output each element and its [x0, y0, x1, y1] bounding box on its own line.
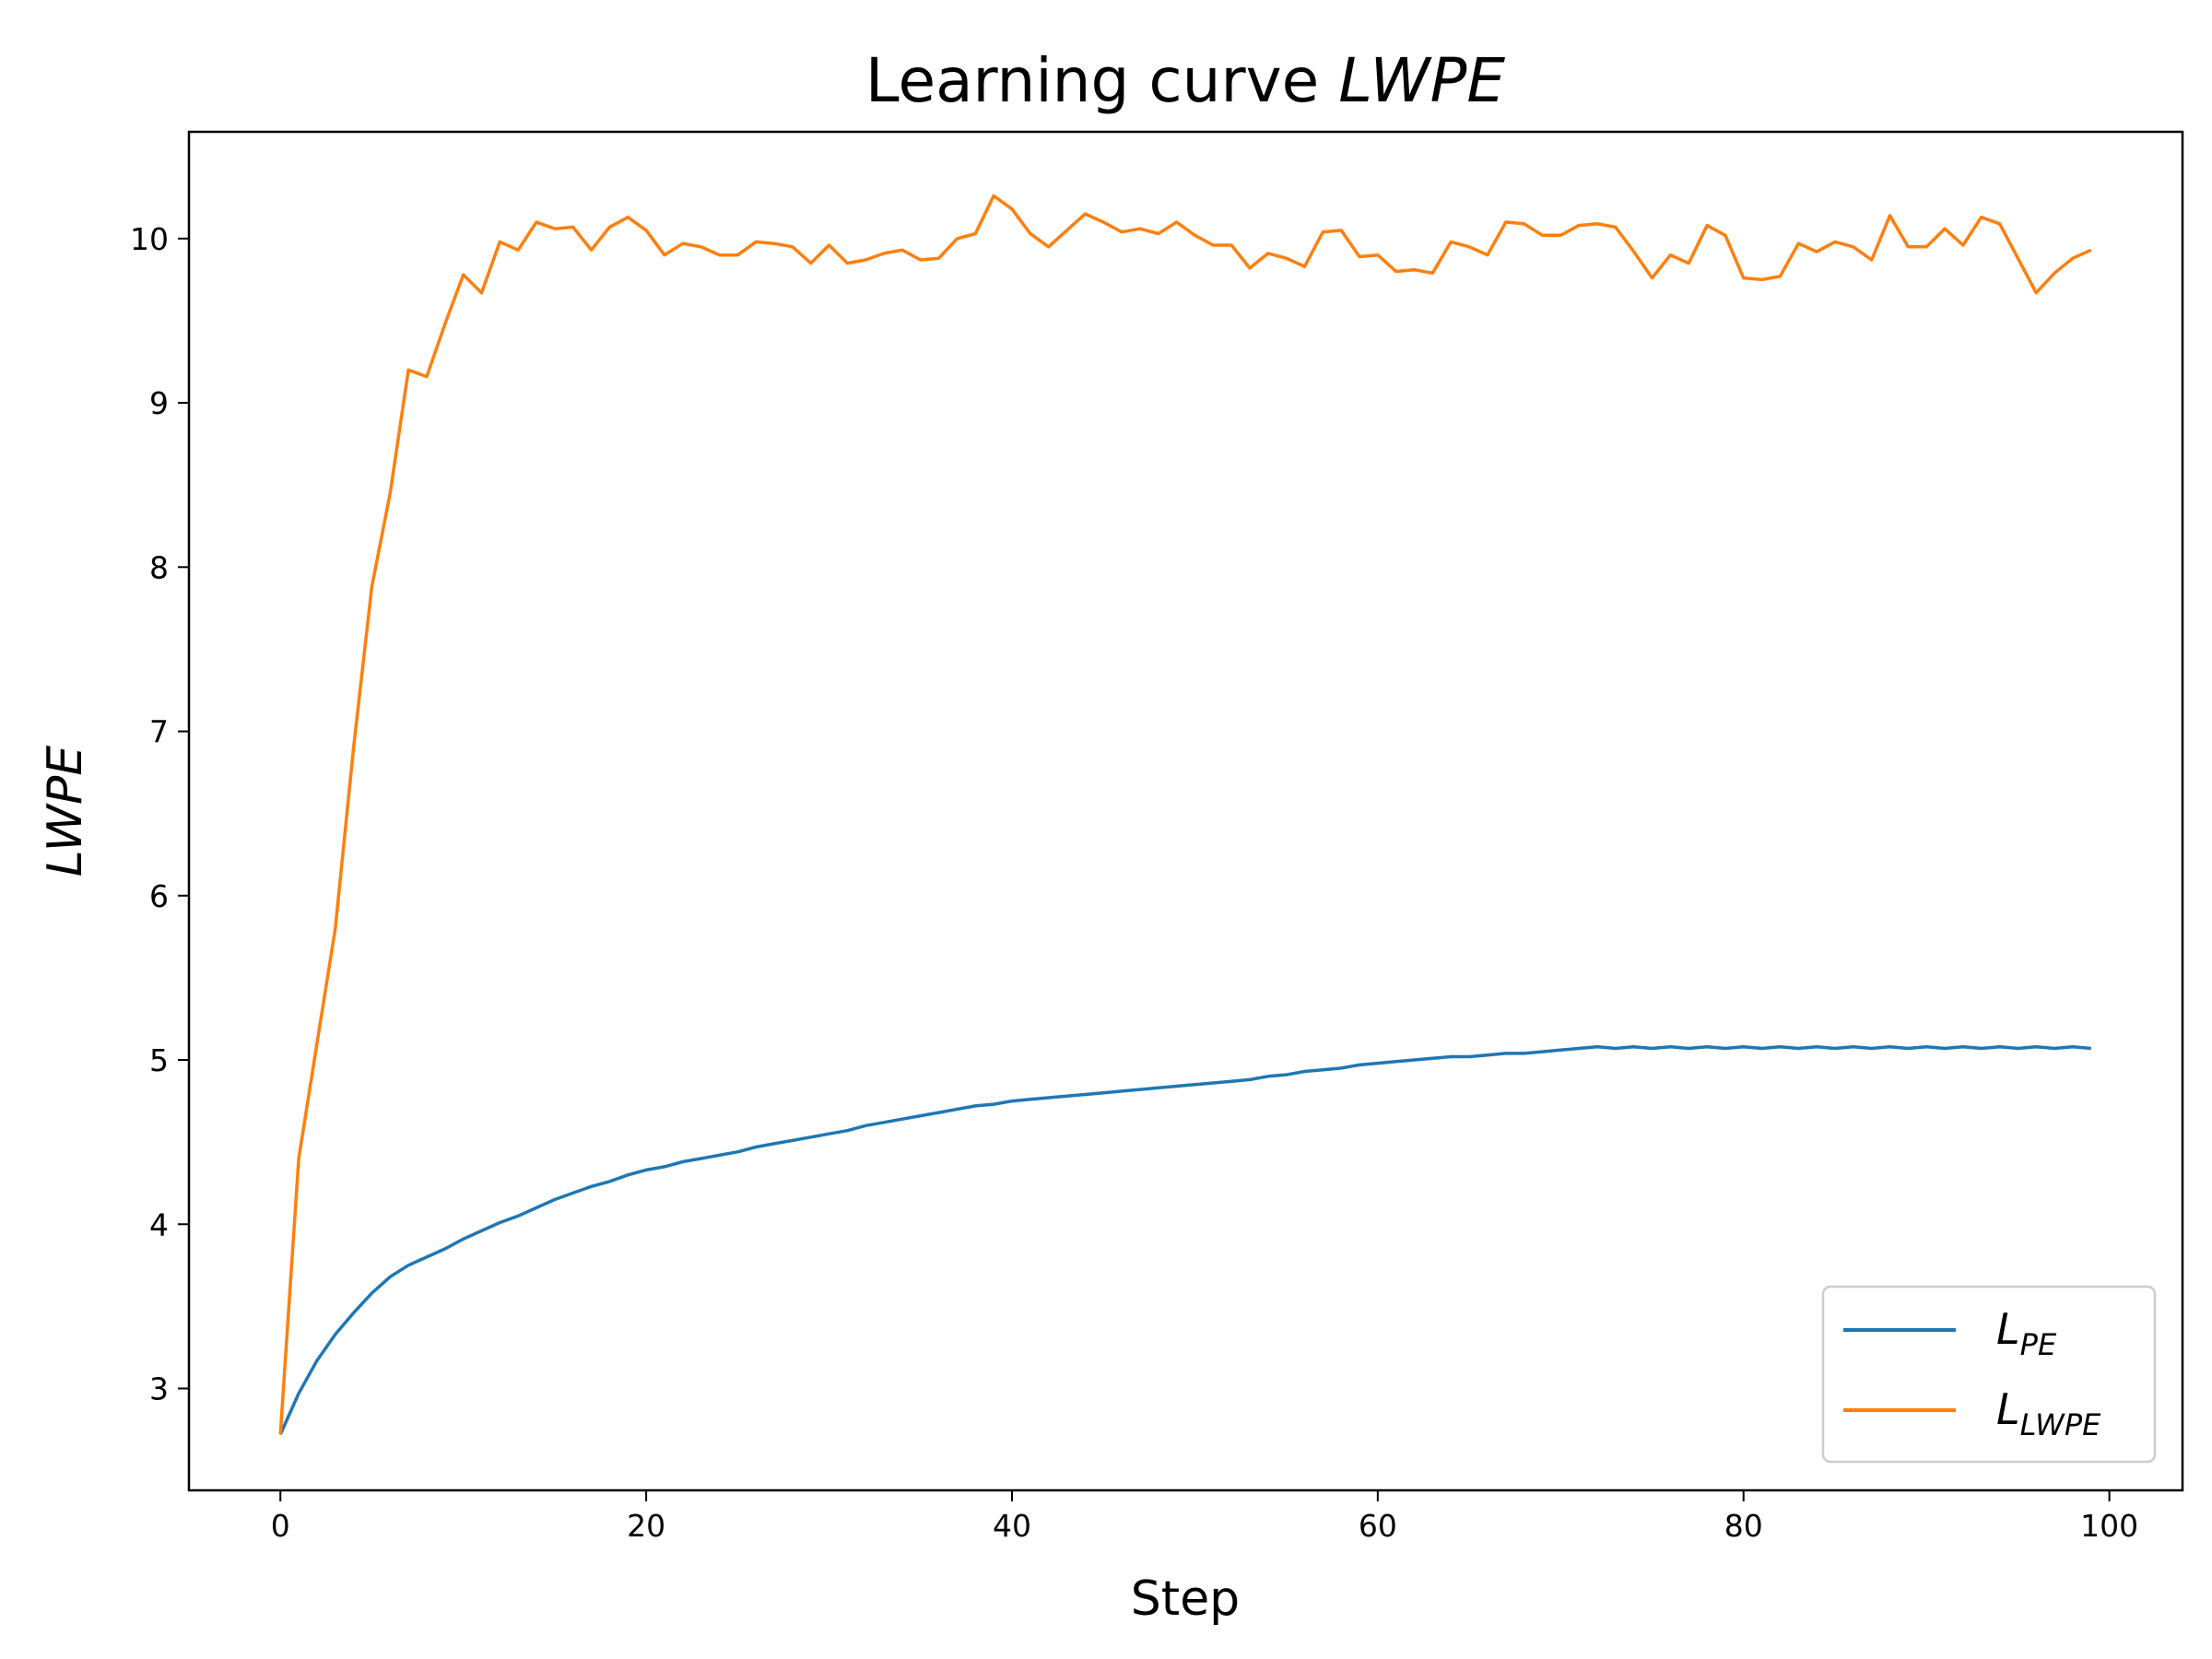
x-tick-label: 60	[1359, 1508, 1397, 1544]
y-axis-ticks: 3 4 5 6 7 8 9 10	[130, 221, 189, 1406]
series-line-l-pe	[278, 1045, 2091, 1436]
legend-box	[1821, 1285, 2157, 1464]
y-tick-label: 10	[130, 221, 169, 257]
legend-label-lpe-sub: PE	[2020, 1327, 2057, 1362]
chart-title-prefix: Learning curve	[865, 45, 1338, 116]
legend-label-llwpe-main: L	[1996, 1384, 2020, 1434]
y-tick-label: 6	[149, 878, 169, 914]
series-line-l-lwpe	[278, 194, 2092, 1435]
legend-label-llwpe: LLWPE	[1996, 1384, 2101, 1442]
plot-series-group	[278, 194, 2092, 1436]
y-axis-label: LWPE	[38, 746, 93, 877]
x-tick-label: 40	[993, 1508, 1031, 1544]
legend-label-lpe: LPE	[1996, 1304, 2057, 1362]
x-tick-label: 20	[627, 1508, 665, 1544]
chart-title-italic: LWPE	[1338, 45, 1505, 116]
x-tick-label: 80	[1724, 1508, 1763, 1544]
x-axis-ticks: 0 20 40 60 80 100	[271, 1490, 2138, 1544]
x-axis-label: Step	[1131, 1571, 1240, 1627]
y-tick-label: 4	[149, 1206, 169, 1242]
legend-label-lpe-main: L	[1996, 1304, 2020, 1354]
y-tick-label: 9	[149, 385, 169, 421]
x-tick-label: 100	[2080, 1508, 2138, 1544]
y-tick-label: 5	[149, 1042, 169, 1078]
y-tick-label: 8	[149, 549, 169, 585]
legend: LPE LLWPE	[1821, 1285, 2157, 1464]
y-tick-label: 7	[149, 714, 169, 750]
plot-area-frame	[187, 130, 2184, 1492]
chart-title: Learning curve LWPE	[865, 45, 1506, 116]
x-tick-label: 0	[271, 1508, 290, 1544]
y-tick-label: 3	[149, 1371, 169, 1406]
legend-label-llwpe-sub: LWPE	[2020, 1407, 2101, 1442]
